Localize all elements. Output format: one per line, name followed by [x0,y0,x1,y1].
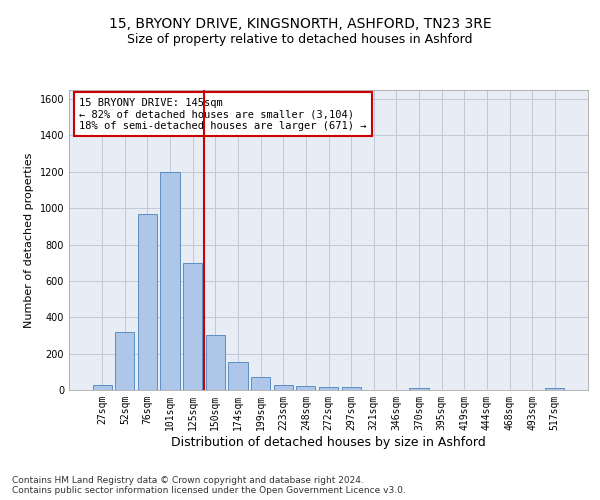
Bar [251,378,270,390]
Bar [115,332,134,390]
Bar [138,214,157,390]
Bar [409,388,428,390]
Y-axis label: Number of detached properties: Number of detached properties [24,152,34,328]
Bar [341,388,361,390]
Bar [229,362,248,390]
Bar [183,262,202,390]
X-axis label: Distribution of detached houses by size in Ashford: Distribution of detached houses by size … [171,436,486,448]
Bar [274,386,293,390]
Bar [206,334,225,390]
Bar [545,388,565,390]
Bar [160,172,180,390]
Text: 15 BRYONY DRIVE: 145sqm
← 82% of detached houses are smaller (3,104)
18% of semi: 15 BRYONY DRIVE: 145sqm ← 82% of detache… [79,98,367,130]
Bar [296,386,316,390]
Text: Contains HM Land Registry data © Crown copyright and database right 2024.
Contai: Contains HM Land Registry data © Crown c… [12,476,406,495]
Text: 15, BRYONY DRIVE, KINGSNORTH, ASHFORD, TN23 3RE: 15, BRYONY DRIVE, KINGSNORTH, ASHFORD, T… [109,18,491,32]
Bar [319,388,338,390]
Bar [92,384,112,390]
Text: Size of property relative to detached houses in Ashford: Size of property relative to detached ho… [127,32,473,46]
